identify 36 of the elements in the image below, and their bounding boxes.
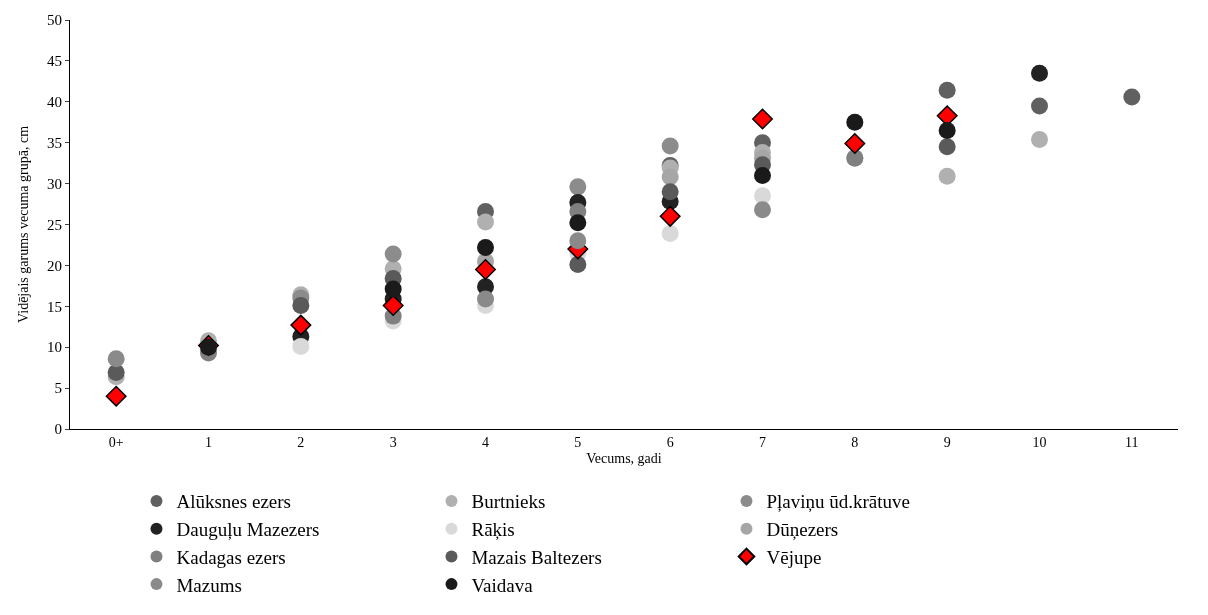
- x-tick-label: 7: [759, 434, 766, 450]
- x-tick-label: 10: [1032, 434, 1047, 450]
- legend-label: Dūņezers: [766, 519, 839, 541]
- legend-label: Rāķis: [471, 519, 515, 541]
- y-tick-label: 0: [54, 421, 62, 438]
- x-tick-label: 8: [851, 434, 859, 450]
- legend-label: Alūksnes ezers: [176, 491, 291, 513]
- x-tick-label: 3: [389, 434, 397, 450]
- y-tick-label: 5: [54, 380, 62, 397]
- legend-label: Pļaviņu ūd.krātuve: [766, 491, 911, 513]
- y-tick-label: 35: [47, 134, 62, 151]
- x-axis-title: Vecums, gadi: [586, 451, 662, 467]
- y-axis-title: Vidējais garums vecuma grupā, cm: [15, 125, 31, 324]
- y-tick-label: 20: [47, 257, 62, 274]
- legend-label: Vējupe: [766, 546, 822, 568]
- y-tick-label: 10: [47, 339, 62, 356]
- legend-label: Kadagas ezers: [176, 546, 286, 568]
- y-tick-label: 45: [47, 53, 62, 70]
- y-tick-label: 30: [47, 175, 62, 192]
- x-tick-label: 0+: [108, 434, 124, 450]
- y-tick-label: 25: [47, 216, 62, 233]
- legend-label: Burtnieks: [471, 491, 546, 513]
- legend-label: Mazais Baltezers: [471, 546, 602, 568]
- x-tick-label: 2: [297, 434, 305, 450]
- x-tick-label: 9: [943, 434, 951, 450]
- y-tick-label: 50: [47, 12, 62, 29]
- y-tick-label: 15: [47, 298, 62, 315]
- legend-label: Dauguļu Mazezers: [176, 519, 320, 541]
- legend-label: Vaidava: [471, 574, 534, 596]
- x-tick-label: 11: [1125, 434, 1139, 450]
- x-tick-label: 4: [482, 434, 489, 450]
- x-tick-label: 5: [574, 434, 582, 450]
- x-tick-label: 1: [205, 434, 212, 450]
- x-tick-label: 6: [666, 434, 674, 450]
- y-tick-label: 40: [47, 94, 62, 111]
- legend-label: Mazums: [176, 574, 242, 596]
